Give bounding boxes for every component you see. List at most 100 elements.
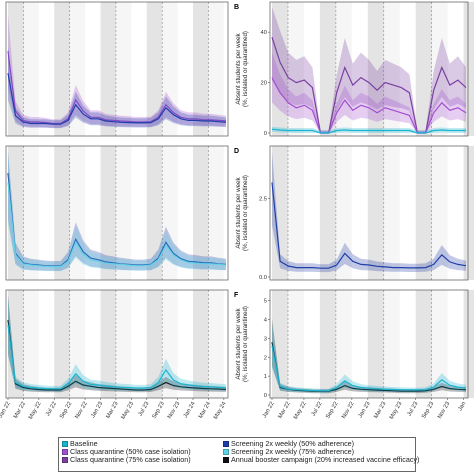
- panel-border: [5, 145, 229, 281]
- legend-label: Screening 2x weekly (75% adherence): [231, 447, 355, 457]
- y-tick-label: 2.5: [259, 196, 267, 202]
- y-tick-label: 40: [261, 30, 267, 36]
- x-tick-label: Jan: [457, 401, 467, 412]
- legend-column-2: Screening 2x weekly (50% adherence) Scre…: [223, 439, 419, 465]
- x-tick-label: Jan 23: [358, 401, 372, 419]
- y-axis-sublabel: (%, isolated or quarantined): [242, 306, 249, 382]
- legend-swatch: [62, 441, 68, 448]
- term-shading: [208, 146, 224, 280]
- y-tick-label: 1: [264, 374, 267, 380]
- y-axis-sublabel: (%, isolated or quarantined): [242, 31, 249, 107]
- term-shading: [335, 146, 352, 280]
- term-shading: [115, 146, 132, 280]
- legend-item-booster: Annual booster campaign (20% increased v…: [223, 456, 419, 464]
- y-tick-label: 5: [264, 299, 267, 305]
- series-band: [8, 151, 226, 272]
- x-tick-label: May 22: [28, 401, 43, 420]
- x-tick-label: Mar 22: [13, 401, 27, 420]
- term-shading: [463, 146, 474, 280]
- legend-label: Annual booster campaign (20% increased v…: [231, 455, 420, 465]
- term-shading: [287, 290, 304, 398]
- y-tick-label: 0: [264, 393, 267, 399]
- term-shading: [23, 2, 39, 136]
- series-line: [271, 182, 467, 269]
- x-tick-label: May 22: [293, 401, 308, 420]
- series-line: [271, 345, 467, 392]
- term-shading: [115, 290, 132, 398]
- term-shading: [23, 290, 39, 398]
- x-tick-label: Nov 23: [167, 401, 181, 420]
- x-tick-label: May 23: [389, 401, 404, 420]
- term-shading: [431, 146, 448, 280]
- legend-label: Class quarantine (75% case isolation): [70, 455, 191, 465]
- x-tick-label: Mar 22: [277, 401, 291, 420]
- y-tick-label: 3: [264, 336, 267, 342]
- x-tick-label: May 24: [213, 400, 228, 420]
- panel-letter: B: [234, 4, 239, 11]
- y-tick-label: 0.0: [259, 275, 267, 281]
- term-shading: [69, 290, 86, 398]
- term-shading: [463, 290, 474, 398]
- panel-border: [269, 1, 469, 137]
- legend-swatch: [62, 449, 68, 456]
- x-tick-label: Nov 22: [341, 401, 355, 420]
- series-band: [8, 46, 226, 129]
- x-tick-label: Jul 23: [407, 401, 420, 417]
- y-tick-label: 0: [264, 131, 267, 137]
- series-band: [272, 126, 466, 133]
- series-band: [272, 323, 466, 393]
- legend-item-class-q50: Class quarantine (50% case isolation): [62, 447, 191, 457]
- term-shading: [287, 2, 304, 136]
- term-shading: [162, 2, 178, 136]
- panel-border: [269, 145, 469, 281]
- term-shading: [383, 290, 400, 398]
- legend-label: Class quarantine (50% case isolation): [70, 447, 191, 457]
- panel-letter: D: [234, 148, 239, 155]
- series-line: [7, 182, 227, 268]
- term-shading: [335, 290, 352, 398]
- legend-label: Baseline: [70, 439, 98, 448]
- series-band: [8, 151, 226, 271]
- y-tick-label: 4: [264, 318, 268, 324]
- x-tick-label: Jan 23: [90, 401, 104, 419]
- series-line: [271, 37, 467, 134]
- series-line: [7, 319, 227, 391]
- term-shading: [463, 2, 474, 136]
- legend-item-baseline: Baseline: [62, 439, 191, 448]
- series-line: [271, 128, 466, 134]
- legend-item-class-q75: Class quarantine (75% case isolation): [62, 456, 191, 464]
- series-band: [272, 52, 466, 133]
- panel-border: [5, 1, 229, 137]
- series-band: [272, 7, 466, 133]
- panel-3: [5, 145, 229, 281]
- x-tick-label: Sep 23: [152, 401, 166, 420]
- y-axis-label: Absent students per week: [235, 176, 242, 248]
- x-tick-label: Sep 23: [421, 401, 435, 420]
- panel-2: [268, 1, 474, 137]
- legend-item-screen75: Screening 2x weekly (75% adherence): [223, 447, 419, 457]
- term-shading: [208, 290, 224, 398]
- series-band: [8, 14, 226, 128]
- x-tick-label: Jan 22: [0, 401, 12, 419]
- y-axis-label: Absent students per week: [235, 32, 242, 104]
- x-tick-label: Nov 23: [437, 401, 451, 420]
- series-line: [271, 342, 467, 392]
- term-shading: [431, 290, 448, 398]
- x-tick-label: Sep 22: [325, 401, 339, 420]
- term-shading: [287, 146, 304, 280]
- x-tick-label: Mar 23: [373, 401, 387, 420]
- x-tick-label: Mar 24: [198, 400, 213, 419]
- y-tick-label: 20: [261, 81, 267, 87]
- series-line: [271, 77, 467, 134]
- legend-column-1: Baseline Class quarantine (50% case isol…: [62, 439, 191, 465]
- y-tick-label: 2: [264, 355, 267, 361]
- x-tick-label: Jan 22: [262, 401, 276, 419]
- term-shading: [23, 146, 39, 280]
- panel-6: [268, 289, 474, 400]
- panel-4: [268, 145, 474, 281]
- panel-border: [269, 289, 469, 399]
- term-shading: [431, 2, 448, 136]
- panel-letter: F: [234, 292, 239, 299]
- term-shading: [383, 146, 400, 280]
- x-tick-label: Jan 24: [183, 400, 197, 419]
